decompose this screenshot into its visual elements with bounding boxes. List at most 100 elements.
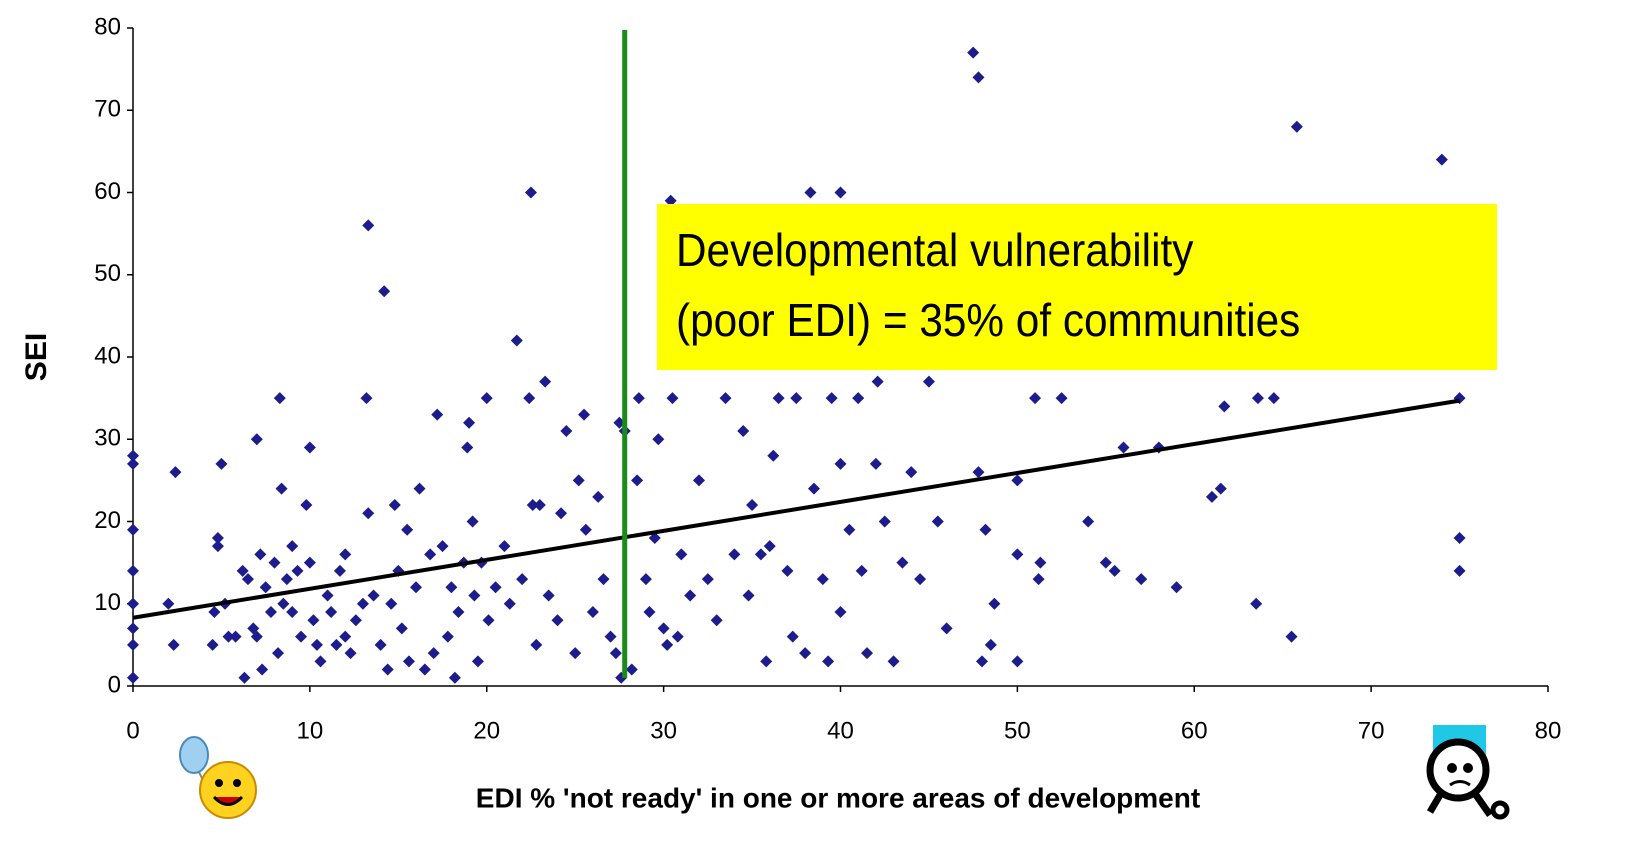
scatter-point	[378, 285, 391, 298]
scatter-point	[503, 597, 516, 610]
scatter-point	[539, 375, 552, 388]
scatter-point	[609, 647, 622, 660]
scatter-point	[310, 638, 323, 651]
scatter-point	[498, 540, 511, 553]
scatter-point	[896, 556, 909, 569]
scatter-point	[229, 630, 242, 643]
scatter-point	[760, 655, 773, 668]
scatter-point	[367, 589, 380, 602]
scatter-point	[772, 392, 785, 405]
x-tick-label: 0	[126, 717, 139, 744]
scatter-point	[286, 605, 299, 618]
scatter-point	[822, 655, 835, 668]
scatter-point	[489, 581, 502, 594]
scatter-point	[719, 392, 732, 405]
scatter-point	[843, 523, 856, 536]
scatter-point	[127, 597, 139, 610]
scatter-point	[804, 186, 817, 199]
scatter-point	[786, 630, 799, 643]
scatter-point	[1251, 392, 1264, 405]
scatter-point	[825, 392, 838, 405]
scatter-point	[431, 408, 444, 421]
scatter-point	[241, 573, 254, 586]
scatter-point	[1290, 120, 1303, 133]
scatter-point	[395, 622, 408, 635]
scatter-point	[1250, 597, 1263, 610]
scatter-point	[127, 622, 139, 635]
annotation-text: Developmental vulnerability	[676, 226, 1193, 277]
scatter-point	[746, 499, 759, 512]
scatter-point	[410, 581, 422, 594]
y-tick-label: 40	[94, 342, 121, 369]
scatter-point	[303, 556, 316, 569]
y-tick-label: 70	[94, 96, 121, 123]
scatter-point	[905, 466, 918, 479]
scatter-point	[754, 548, 767, 561]
scatter-point	[586, 605, 599, 618]
scatter-point	[542, 589, 555, 602]
scatter-point	[441, 630, 454, 643]
scatter-point	[666, 392, 679, 405]
scatter-point	[1099, 556, 1112, 569]
scatter-point	[471, 655, 484, 668]
scatter-point	[1032, 573, 1045, 586]
scatter-point	[684, 589, 697, 602]
scatter-point	[273, 392, 286, 405]
scatter-point	[211, 531, 224, 544]
scatter-point	[988, 597, 1001, 610]
scatter-point	[127, 523, 139, 536]
scatter-point	[295, 630, 308, 643]
scatter-point	[763, 540, 776, 553]
scatter-point	[401, 523, 414, 536]
scatter-point	[852, 392, 865, 405]
scatter-point	[931, 515, 944, 528]
scatter-point	[922, 375, 935, 388]
scatter-point	[834, 457, 847, 470]
scatter-point	[834, 186, 847, 199]
scatter-point	[940, 622, 953, 635]
scatter-point	[330, 638, 343, 651]
scatter-point	[424, 548, 437, 561]
scatter-point	[597, 573, 610, 586]
scatter-point	[344, 647, 357, 660]
scatter-point	[1029, 392, 1042, 405]
scatter-point	[374, 638, 387, 651]
scatter-point	[321, 589, 334, 602]
x-tick-label: 40	[827, 717, 854, 744]
scatter-point	[604, 630, 617, 643]
scatter-point	[671, 630, 684, 643]
scatter-point	[349, 614, 362, 627]
scatter-point	[861, 647, 874, 660]
scatter-point	[169, 466, 182, 479]
scatter-point	[300, 499, 313, 512]
scatter-point	[728, 548, 741, 561]
scatter-point	[737, 425, 750, 438]
scatter-point	[286, 540, 299, 553]
scatter-point	[1135, 573, 1148, 586]
scatter-point	[1082, 515, 1095, 528]
scatter-point	[816, 573, 829, 586]
annotation-box	[657, 204, 1497, 370]
scatter-point	[362, 219, 375, 232]
scatter-point	[461, 441, 474, 454]
scatter-point	[1214, 482, 1227, 495]
x-tick-label: 70	[1358, 717, 1385, 744]
scatter-point	[314, 655, 327, 668]
scatter-point	[1011, 548, 1024, 561]
scatter-point	[238, 671, 251, 684]
scatter-point	[967, 46, 980, 59]
scatter-point	[524, 186, 537, 199]
scatter-point	[799, 647, 812, 660]
scatter-point	[578, 408, 591, 421]
scatter-point	[280, 573, 293, 586]
scatter-point	[291, 564, 304, 577]
scatter-point	[984, 638, 997, 651]
x-tick-label: 60	[1181, 717, 1208, 744]
scatter-point	[250, 630, 263, 643]
scatter-point	[631, 474, 644, 487]
scatter-point	[530, 638, 543, 651]
scatter-point	[436, 540, 449, 553]
scatter-point	[127, 671, 139, 684]
scatter-point	[259, 581, 272, 594]
